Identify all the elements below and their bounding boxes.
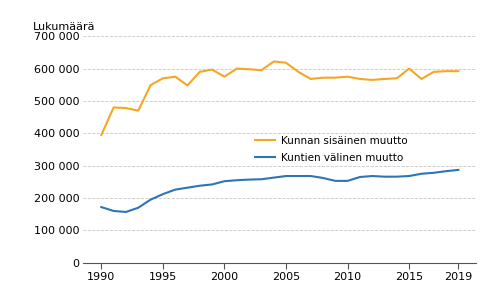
Kunnan sisäinen muutto <box>443 69 449 73</box>
Kunnan sisäinen muutto <box>221 75 227 79</box>
Kuntien välinen muutto <box>209 183 215 186</box>
Kuntien välinen muutto <box>283 174 289 178</box>
Kunnan sisäinen muutto <box>209 68 215 71</box>
Kunnan sisäinen muutto <box>258 69 264 72</box>
Kuntien välinen muutto <box>136 206 141 210</box>
Kuntien välinen muutto <box>160 192 166 196</box>
Kuntien välinen muutto <box>234 178 240 182</box>
Kuntien välinen muutto <box>98 205 104 209</box>
Kunnan sisäinen muutto <box>283 61 289 65</box>
Kuntien välinen muutto <box>148 198 154 201</box>
Kuntien välinen muutto <box>296 174 301 178</box>
Kuntien välinen muutto <box>357 175 363 179</box>
Kunnan sisäinen muutto <box>418 77 424 81</box>
Kunnan sisäinen muutto <box>394 76 400 80</box>
Kuntien välinen muutto <box>394 175 400 178</box>
Kuntien välinen muutto <box>110 209 116 213</box>
Kunnan sisäinen muutto <box>98 133 104 137</box>
Kuntien välinen muutto <box>431 171 436 175</box>
Kuntien välinen muutto <box>332 179 338 183</box>
Kuntien välinen muutto <box>258 178 264 181</box>
Kunnan sisäinen muutto <box>160 76 166 80</box>
Kunnan sisäinen muutto <box>456 69 462 73</box>
Kunnan sisäinen muutto <box>136 109 141 112</box>
Kunnan sisäinen muutto <box>148 83 154 87</box>
Kuntien välinen muutto <box>406 174 412 178</box>
Kuntien välinen muutto <box>456 168 462 172</box>
Kunnan sisäinen muutto <box>431 70 436 74</box>
Kuntien välinen muutto <box>185 186 191 189</box>
Kuntien välinen muutto <box>443 169 449 173</box>
Kunnan sisäinen muutto <box>345 75 351 79</box>
Kunnan sisäinen muutto <box>369 78 375 82</box>
Kuntien välinen muutto <box>369 174 375 178</box>
Line: Kuntien välinen muutto: Kuntien välinen muutto <box>101 170 459 212</box>
Kuntien välinen muutto <box>271 176 276 179</box>
Kuntien välinen muutto <box>308 174 314 178</box>
Legend: Kunnan sisäinen muutto, Kuntien välinen muutto: Kunnan sisäinen muutto, Kuntien välinen … <box>250 132 411 167</box>
Kunnan sisäinen muutto <box>296 70 301 74</box>
Kunnan sisäinen muutto <box>357 77 363 81</box>
Kunnan sisäinen muutto <box>406 67 412 70</box>
Kuntien välinen muutto <box>418 172 424 175</box>
Kunnan sisäinen muutto <box>320 76 326 79</box>
Kuntien välinen muutto <box>172 188 178 191</box>
Kuntien välinen muutto <box>382 175 387 178</box>
Kunnan sisäinen muutto <box>110 106 116 109</box>
Kunnan sisäinen muutto <box>197 70 203 74</box>
Kuntien välinen muutto <box>246 178 252 182</box>
Text: Lukumäärä: Lukumäärä <box>32 22 95 32</box>
Kunnan sisäinen muutto <box>308 77 314 81</box>
Kunnan sisäinen muutto <box>185 84 191 87</box>
Kuntien välinen muutto <box>123 210 129 214</box>
Kunnan sisäinen muutto <box>172 75 178 79</box>
Kuntien välinen muutto <box>221 179 227 183</box>
Line: Kunnan sisäinen muutto: Kunnan sisäinen muutto <box>101 62 459 135</box>
Kunnan sisäinen muutto <box>332 76 338 79</box>
Kunnan sisäinen muutto <box>271 60 276 63</box>
Kunnan sisäinen muutto <box>382 77 387 81</box>
Kuntien välinen muutto <box>320 176 326 180</box>
Kunnan sisäinen muutto <box>234 67 240 70</box>
Kunnan sisäinen muutto <box>123 106 129 110</box>
Kunnan sisäinen muutto <box>246 67 252 71</box>
Kuntien välinen muutto <box>345 179 351 183</box>
Kuntien välinen muutto <box>197 184 203 188</box>
